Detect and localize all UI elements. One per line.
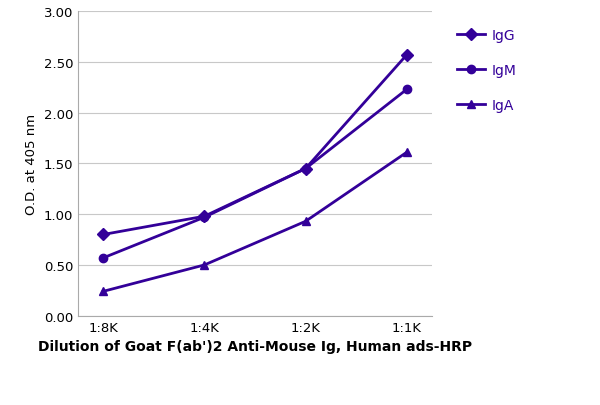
Y-axis label: O.D. at 405 nm: O.D. at 405 nm [25, 113, 38, 215]
Legend: IgG, IgM, IgA: IgG, IgM, IgA [453, 25, 521, 117]
X-axis label: Dilution of Goat F(ab')2 Anti-Mouse Ig, Human ads-HRP: Dilution of Goat F(ab')2 Anti-Mouse Ig, … [38, 339, 472, 353]
